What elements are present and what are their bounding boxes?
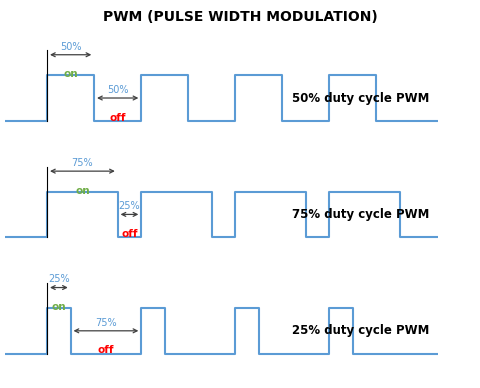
Text: on: on — [51, 302, 66, 312]
Text: off: off — [98, 345, 114, 355]
Text: 75%: 75% — [95, 318, 117, 327]
Text: 50% duty cycle PWM: 50% duty cycle PWM — [292, 92, 429, 104]
Text: 75% duty cycle PWM: 75% duty cycle PWM — [292, 208, 429, 221]
Text: 50%: 50% — [60, 42, 82, 52]
Text: on: on — [75, 186, 90, 196]
Text: off: off — [109, 113, 126, 123]
Text: on: on — [63, 69, 78, 79]
Text: off: off — [121, 229, 138, 239]
Text: 25%: 25% — [119, 201, 140, 211]
Text: 75%: 75% — [72, 158, 93, 168]
Text: PWM (PULSE WIDTH MODULATION): PWM (PULSE WIDTH MODULATION) — [103, 10, 377, 24]
Text: 25%: 25% — [48, 274, 70, 284]
Text: 25% duty cycle PWM: 25% duty cycle PWM — [292, 324, 429, 337]
Text: 50%: 50% — [107, 85, 129, 95]
